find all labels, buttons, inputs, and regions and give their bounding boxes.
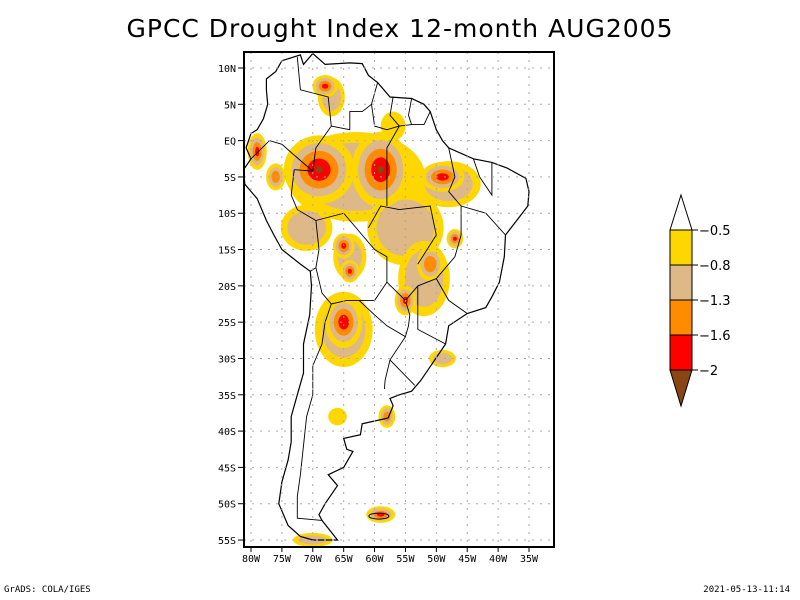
drought-contour-patch [328, 407, 347, 426]
lat-tick-label: 55S [218, 536, 236, 547]
falkland-islands-outline [368, 512, 390, 520]
drought-contour-minas-gerais [452, 236, 457, 241]
drought-contour-paraguay-argentina [338, 314, 350, 330]
colorbar-band [669, 334, 693, 371]
drought-contour-venezuela [321, 83, 329, 89]
lat-tick-label: 40S [218, 427, 236, 438]
latitude-axis: 10N 5N EQ 5S 10S 15S 20S 25S 30S 35S 40S 45S 50S 55S [218, 64, 244, 547]
lon-tick-label: 80W [242, 554, 261, 565]
country-border [250, 140, 314, 172]
colorbar-band [669, 299, 693, 336]
lat-tick-label: 45S [218, 463, 236, 474]
colorbar-legend: −0.5 −0.8 −1.3 −1.6 −2 [669, 193, 731, 408]
chart-title: GPCC Drought Index 12-month AUG2005 [126, 14, 674, 43]
lon-tick-label: 75W [273, 554, 292, 565]
lat-tick-label: EQ [224, 137, 236, 148]
drought-contour-peru-north [271, 170, 280, 183]
country-border [435, 278, 468, 314]
country-border [368, 205, 437, 265]
drought-contour-goias [424, 256, 437, 273]
country-border [389, 96, 400, 127]
lon-tick-label: 55W [396, 554, 415, 565]
country-border [386, 125, 400, 206]
colorbar-label: −2 [699, 364, 718, 379]
timestamp: 2021-05-13-11:14 [703, 585, 790, 595]
colorbar-band [669, 229, 693, 266]
lat-tick-label: 5S [224, 173, 236, 184]
country-border [331, 103, 372, 131]
country-border [296, 303, 332, 521]
country-border [448, 147, 462, 235]
lat-tick-label: 20S [218, 282, 236, 293]
longitude-axis: 80W 75W 70W 65W 60W 55W 50W 45W 40W 35W [242, 547, 539, 565]
lon-tick-label: 65W [335, 554, 354, 565]
grads-credit: GrADS: COLA/IGES [4, 585, 91, 595]
coastline-layer [244, 52, 530, 541]
colorbar-label: −0.8 [699, 259, 731, 274]
drought-shading-layer [247, 75, 481, 547]
lon-tick-label: 60W [366, 554, 385, 565]
colorbar-label: −1.3 [699, 294, 731, 309]
lon-tick-label: 45W [458, 554, 477, 565]
lon-tick-label: 50W [427, 554, 446, 565]
lat-tick-label: 25S [218, 318, 236, 329]
lat-tick-label: 50S [218, 500, 236, 511]
south-america-coastline [244, 52, 530, 541]
country-border [315, 212, 388, 305]
country-border [417, 285, 446, 345]
lat-tick-label: 5N [224, 100, 236, 111]
lat-tick-label: 10S [218, 209, 236, 220]
drought-contour-bolivia-south [347, 268, 352, 274]
country-border [408, 98, 413, 125]
country-border [383, 359, 391, 390]
country-border [389, 336, 416, 386]
colorbar-label: −1.6 [699, 329, 731, 344]
drought-contour-western-amazon [315, 166, 323, 174]
plot-frame [243, 51, 555, 548]
lat-tick-label: 35S [218, 391, 236, 402]
colorbar-bottom-cap [669, 369, 693, 408]
colorbar-top-cap [669, 193, 693, 231]
drought-contour-central-amazon [377, 165, 384, 174]
lat-tick-label: 10N [218, 64, 236, 75]
lat-tick-label: 15S [218, 246, 236, 257]
drought-contour-patch [287, 210, 326, 245]
lon-tick-label: 35W [520, 554, 539, 565]
lat-tick-label: 30S [218, 354, 236, 365]
colorbar-label: −0.5 [699, 224, 731, 239]
lon-tick-label: 40W [489, 554, 508, 565]
country-border [460, 205, 506, 236]
country-border [472, 158, 493, 197]
drought-contour-northeast-para [436, 173, 449, 181]
country-border [371, 82, 431, 131]
lon-tick-label: 70W [304, 554, 323, 565]
colorbar-band [669, 264, 693, 301]
country-border [358, 281, 411, 338]
